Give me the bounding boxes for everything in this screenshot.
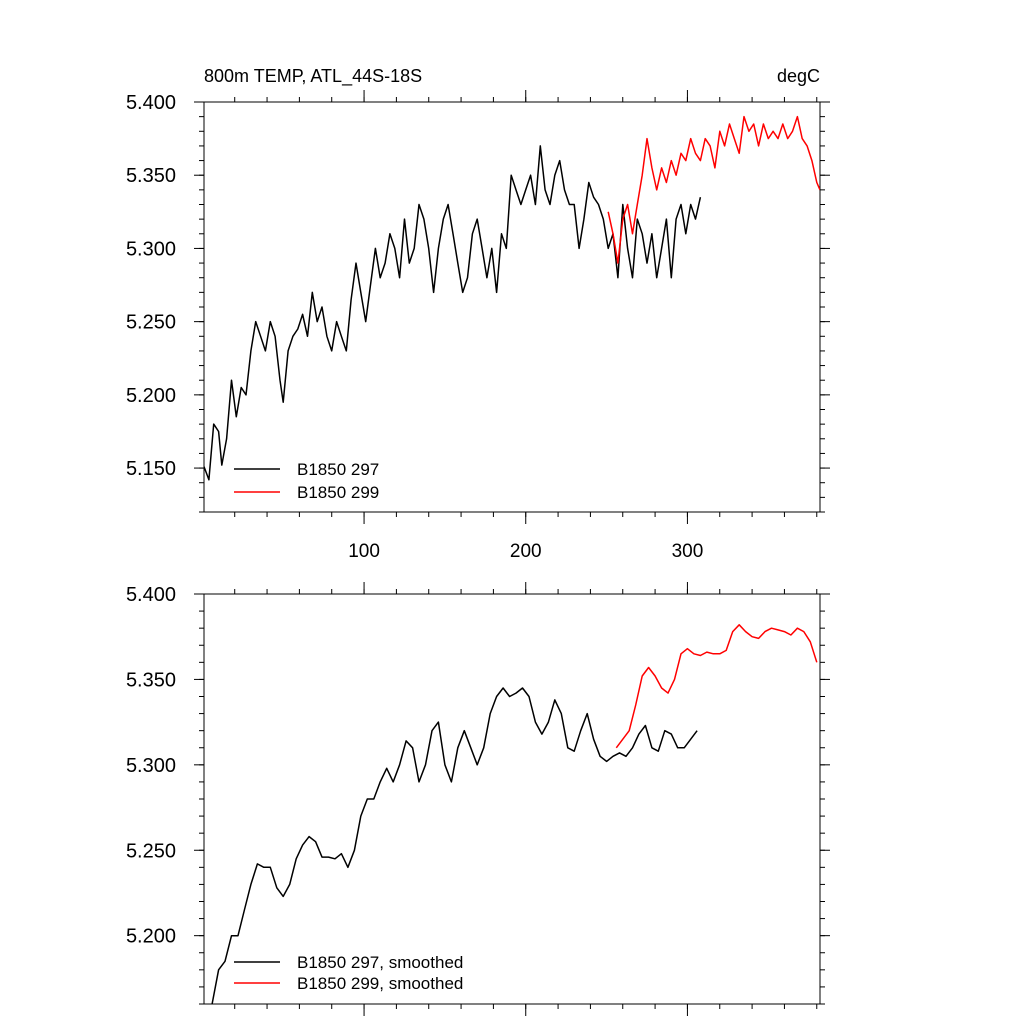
y-tick-label: 5.400 bbox=[126, 92, 176, 114]
bottom-x-ticks bbox=[234, 582, 818, 1016]
y-tick-label: 5.200 bbox=[126, 926, 176, 948]
legend-label-b1850-299: B1850 299 bbox=[297, 483, 379, 502]
series-line-b1850-299-smoothed bbox=[615, 624, 818, 749]
bottom-y-ticks: 5.200 5.250 5.300 5.350 5.400 bbox=[126, 584, 830, 1005]
series-line-b1850-297-smoothed bbox=[211, 687, 698, 1004]
top-panel-units: degC bbox=[777, 66, 820, 86]
y-tick-label: 5.200 bbox=[126, 385, 176, 407]
legend-label-b1850-297: B1850 297 bbox=[297, 460, 379, 479]
top-panel-title: 800m TEMP, ATL_44S-18S bbox=[204, 66, 422, 87]
bottom-panel: 5.200 5.250 5.300 5.350 5.400 B1850 297, smo… bbox=[126, 582, 830, 1016]
top-x-ticks: 100 200 300 bbox=[234, 90, 818, 562]
y-tick-label: 5.250 bbox=[126, 840, 176, 862]
top-panel: 800m TEMP, ATL_44S-18S degC 5.1505.2005.… bbox=[126, 66, 830, 562]
y-tick-label: 5.300 bbox=[126, 238, 176, 260]
top-legend: B1850 297 B1850 299 bbox=[234, 460, 379, 502]
series-line-b1850-297 bbox=[204, 145, 702, 481]
x-tick-label: 200 bbox=[510, 541, 542, 562]
y-tick-label: 5.300 bbox=[126, 755, 176, 777]
series-line-b1850-299 bbox=[607, 115, 820, 264]
x-tick-label: 300 bbox=[672, 541, 704, 562]
legend-label-b1850-299-smoothed: B1850 299, smoothed bbox=[297, 974, 463, 993]
y-tick-label: 5.400 bbox=[126, 584, 176, 606]
y-tick-label: 5.350 bbox=[126, 669, 176, 691]
legend-label-b1850-297-smoothed: B1850 297, smoothed bbox=[297, 953, 463, 972]
top-series-group bbox=[204, 115, 820, 481]
x-tick-label: 100 bbox=[348, 541, 380, 562]
bottom-legend: B1850 297, smoothed B1850 299, smoothed bbox=[234, 953, 463, 993]
bottom-series-group bbox=[211, 624, 818, 1004]
y-tick-label: 5.150 bbox=[126, 458, 176, 480]
y-tick-label: 5.350 bbox=[126, 165, 176, 187]
top-y-ticks: 5.150 5.200 5.250 5.300 5.350 5.400 bbox=[126, 92, 830, 513]
y-tick-label: 5.250 bbox=[126, 312, 176, 334]
